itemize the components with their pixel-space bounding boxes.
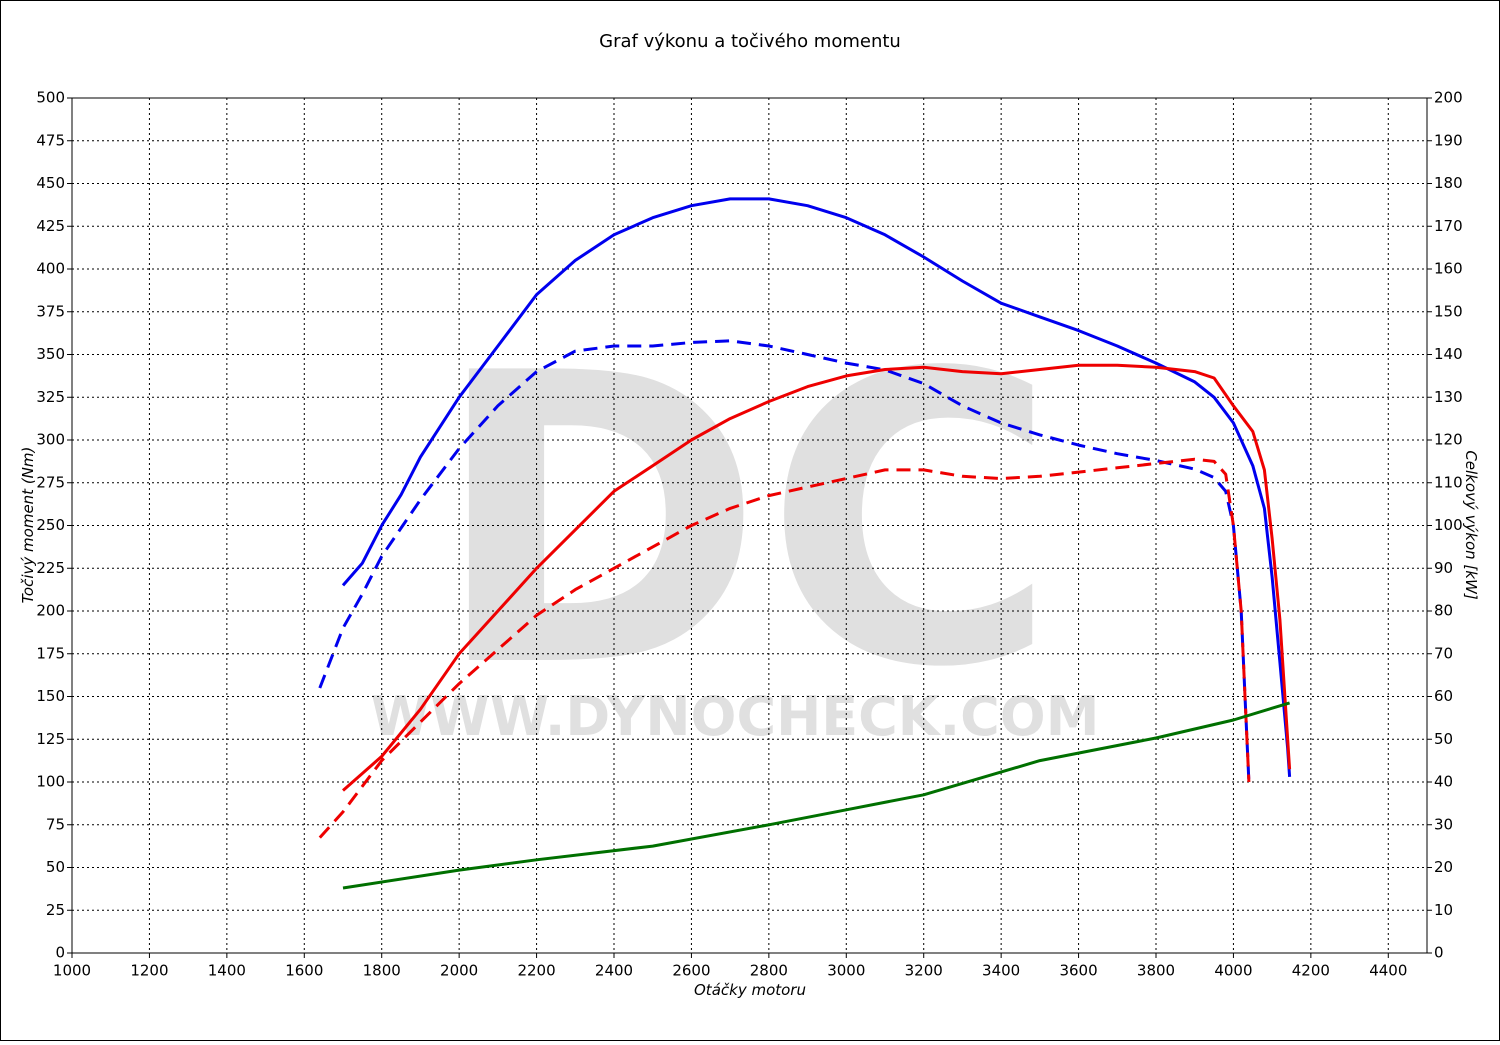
y2-tick-label: 30 [1434,815,1453,833]
x-tick-label: 2600 [672,962,710,980]
y2-tick-label: 40 [1434,773,1453,791]
y2-tick-label: 170 [1434,217,1463,235]
y-tick-label: 175 [36,644,65,662]
y-axis-label: Točivý moment (Nm) [19,447,37,604]
series-line [318,457,1251,839]
y-tick-label: 125 [36,730,65,748]
x-axis-label: Otáčky motoru [694,981,806,999]
y-tick-label: 325 [36,388,65,406]
y2-tick-label: 120 [1434,431,1463,449]
y2-tick-label: 180 [1434,174,1463,192]
y-tick-label: 0 [55,944,65,962]
y-tick-label: 50 [46,858,65,876]
y2-tick-label: 50 [1434,730,1453,748]
y2-tick-label: 0 [1434,944,1444,962]
y-tick-label: 400 [36,260,65,278]
y2-tick-label: 110 [1434,473,1463,491]
x-tick-label: 3200 [905,962,943,980]
y-tick-label: 450 [36,174,65,192]
series-line [342,701,1291,890]
x-tick-label: 3600 [1059,962,1097,980]
x-tick-label: 4000 [1214,962,1252,980]
x-tick-label: 3800 [1137,962,1175,980]
y2-tick-label: 150 [1434,302,1463,320]
y2-tick-label: 200 [1434,89,1463,107]
x-tick-label: 1400 [208,962,246,980]
y-tick-label: 375 [36,302,65,320]
watermark-url: WWW.DYNOCHECK.COM [371,685,1100,748]
x-tick-label: 2800 [750,962,788,980]
y2-tick-label: 60 [1434,687,1453,705]
x-tick-label: 3400 [982,962,1020,980]
y2-tick-label: 190 [1434,131,1463,149]
watermark: DC [432,290,1058,755]
y2-tick-label: 70 [1434,644,1453,662]
x-tick-label: 2200 [517,962,555,980]
y2-tick-label: 80 [1434,602,1453,620]
y-tick-label: 350 [36,345,65,363]
y-tick-label: 275 [36,473,65,491]
y-tick-label: 150 [36,687,65,705]
y-tick-label: 200 [36,602,65,620]
x-tick-label: 4400 [1369,962,1407,980]
x-tick-label: 4200 [1292,962,1330,980]
series-line [342,363,1292,792]
y-tick-label: 100 [36,773,65,791]
y2-tick-label: 90 [1434,559,1453,577]
x-tick-label: 1200 [130,962,168,980]
y-tick-label: 75 [46,815,65,833]
y2-tick-label: 100 [1434,516,1463,534]
x-tick-label: 2000 [440,962,478,980]
plot-border [71,97,1428,954]
y2-tick-label: 10 [1434,901,1453,919]
y-tick-label: 425 [36,217,65,235]
x-tick-label: 1800 [363,962,401,980]
y-tick-label: 225 [36,559,65,577]
x-tick-label: 3000 [827,962,865,980]
y-tick-label: 500 [36,89,65,107]
y-tick-label: 475 [36,131,65,149]
series-line [318,339,1251,783]
chart-title: Graf výkonu a točivého momentu [599,31,901,52]
y-tick-label: 250 [36,516,65,534]
series-line [341,197,1292,778]
y2-tick-label: 20 [1434,858,1453,876]
y2-tick-label: 140 [1434,345,1463,363]
y2-tick-label: 160 [1434,260,1463,278]
y2-tick-label: 130 [1434,388,1463,406]
x-tick-label: 1000 [53,962,91,980]
y-tick-label: 300 [36,431,65,449]
y-tick-label: 25 [46,901,65,919]
x-tick-label: 2400 [595,962,633,980]
x-tick-label: 1600 [285,962,323,980]
y2-axis-label: Celkový výkon [kW] [1462,450,1480,600]
